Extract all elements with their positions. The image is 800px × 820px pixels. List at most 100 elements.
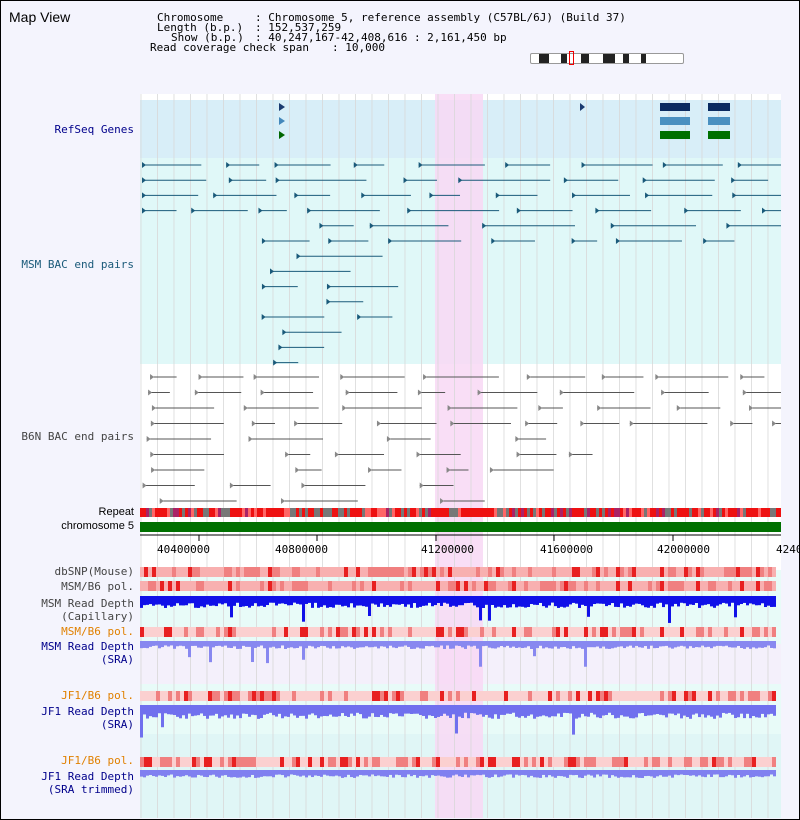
jf1-b6-pol-strip-2: [332, 757, 336, 767]
chromosome-ideogram[interactable]: [530, 53, 684, 64]
jf1-sra-depth-bar: [575, 705, 578, 719]
dbsnp-strip: [524, 567, 528, 577]
msm-b6-pol-strip: [312, 581, 316, 591]
msm-b6-pol-strip-2: [264, 627, 268, 637]
msm-sra-depth-bar: [533, 641, 536, 657]
repeat-block: [431, 508, 434, 517]
repeat-block: [164, 508, 167, 517]
jf1-trimmed-depth-bar: [611, 770, 614, 776]
msm-b6-pol-strip: [676, 581, 680, 591]
msm-sra-depth-bar: [764, 641, 767, 648]
dbsnp-strip: [564, 567, 568, 577]
repeat-block: [542, 508, 545, 517]
map-tracks-svg[interactable]: [140, 94, 781, 818]
track-label-jf1-b6-pol-1: JF1/B6 pol.: [61, 689, 134, 702]
jf1-sra-depth-bar: [434, 705, 437, 718]
msm-sra-depth-bar: [758, 641, 761, 648]
jf1-b6-pol-strip: [288, 691, 292, 701]
jf1-sra-depth-bar: [338, 705, 341, 717]
msm-sra-depth-bar: [770, 641, 773, 648]
b6n-bac-end: [597, 405, 602, 411]
jf1-b6-pol-strip: [324, 691, 328, 701]
repeat-block: [305, 508, 308, 517]
msm-b6-pol-strip: [168, 581, 172, 591]
msm-sra-depth-bar: [707, 641, 710, 647]
b6n-bac-end: [772, 420, 777, 427]
jf1-b6-pol-strip: [484, 691, 488, 701]
msm-sra-depth-bar: [716, 641, 719, 646]
msm-capillary-depth-bar: [521, 596, 524, 607]
jf1-sra-depth-bar: [185, 705, 188, 719]
msm-sra-depth-bar: [530, 641, 533, 649]
repeat-block: [434, 508, 437, 517]
jf1-b6-pol-strip: [300, 691, 304, 701]
jf1-sra-depth-bar: [527, 705, 530, 716]
jf1-b6-pol-strip: [216, 691, 220, 701]
jf1-trimmed-depth-bar: [341, 770, 344, 778]
dbsnp-strip: [408, 567, 412, 577]
msm-b6-pol-strip-2: [304, 627, 308, 637]
jf1-trimmed-depth-bar: [722, 770, 725, 778]
dbsnp-strip: [184, 567, 188, 577]
msm-sra-depth-bar: [266, 641, 269, 664]
jf1-sra-depth-bar: [233, 705, 236, 719]
jf1-trimmed-depth-bar: [389, 770, 392, 775]
msm-b6-pol-strip: [296, 581, 300, 591]
jf1-b6-pol-strip: [404, 691, 408, 701]
jf1-b6-pol-strip-2: [408, 757, 412, 767]
ideogram-position-marker[interactable]: [569, 51, 574, 65]
jf1-b6-pol-strip-2: [656, 757, 660, 767]
repeat-block: [644, 508, 647, 517]
jf1-b6-pol-strip-2: [148, 757, 152, 767]
msm-capillary-depth-bar: [281, 596, 284, 604]
dbsnp-strip: [736, 567, 740, 577]
msm-b6-pol-strip: [532, 581, 536, 591]
jf1-trimmed-depth-bar: [758, 770, 761, 777]
msm-capillary-depth-bar: [698, 596, 701, 608]
repeat-block: [665, 508, 668, 517]
jf1-b6-pol-strip-2: [472, 757, 476, 767]
jf1-sra-depth-bar: [353, 705, 356, 716]
msm-sra-depth-bar: [431, 641, 434, 646]
msm-b6-pol-strip-2: [588, 627, 592, 637]
jf1-trimmed-depth-bar: [185, 770, 188, 776]
dbsnp-strip: [692, 567, 696, 577]
jf1-sra-depth-bar: [239, 705, 242, 719]
msm-capillary-depth-bar: [290, 596, 293, 606]
msm-capillary-depth-bar: [671, 596, 674, 607]
msm-b6-pol-strip-2: [596, 627, 600, 637]
jf1-sra-depth-bar: [482, 705, 485, 717]
msm-sra-depth-bar: [254, 641, 257, 648]
msm-capillary-depth-bar: [248, 596, 251, 608]
jf1-trimmed-depth-bar: [164, 770, 167, 777]
jf1-sra-depth-bar: [638, 705, 641, 714]
msm-b6-pol-strip-2: [252, 627, 256, 637]
msm-sra-depth-bar: [659, 641, 662, 647]
jf1-b6-pol-strip: [704, 691, 708, 701]
msm-b6-pol-strip: [360, 581, 364, 591]
jf1-b6-pol-strip-2: [552, 757, 556, 767]
repeat-block: [359, 508, 362, 517]
msm-sra-depth-bar: [728, 641, 731, 648]
ideogram-band: [641, 54, 646, 63]
msm-capillary-depth-bar: [311, 596, 314, 608]
jf1-trimmed-depth-bar: [437, 770, 440, 776]
repeat-block: [329, 508, 332, 517]
msm-sra-depth-bar: [416, 641, 419, 648]
msm-b6-pol-strip-2: [464, 627, 468, 637]
msm-capillary-depth-bar: [317, 596, 320, 608]
jf1-b6-pol-strip-2: [216, 757, 220, 767]
header-chromosome: Chromosome: Chromosome 5, reference asse…: [157, 12, 626, 23]
msm-b6-pol-strip: [708, 581, 712, 591]
jf1-trimmed-depth-bar: [356, 770, 359, 777]
b6n-bac-end: [559, 389, 564, 396]
jf1-sra-depth-bar: [371, 705, 374, 714]
jf1-b6-pol-strip: [372, 691, 376, 701]
repeat-block: [695, 508, 698, 517]
msm-b6-pol-strip: [332, 581, 336, 591]
jf1-sra-depth-bar: [719, 705, 722, 718]
repeat-block: [227, 508, 230, 517]
msm-b6-pol-strip: [196, 581, 200, 591]
repeat-block: [566, 508, 569, 517]
msm-b6-pol-strip-2: [472, 627, 476, 637]
